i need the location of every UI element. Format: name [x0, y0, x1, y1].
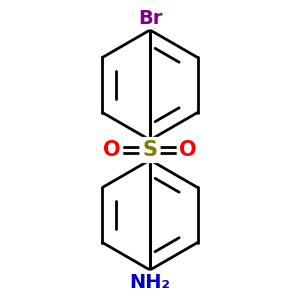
Text: Br: Br — [138, 8, 162, 28]
Text: S: S — [142, 140, 158, 160]
Text: O: O — [179, 140, 197, 160]
Text: O: O — [103, 140, 121, 160]
Text: NH₂: NH₂ — [130, 272, 170, 292]
